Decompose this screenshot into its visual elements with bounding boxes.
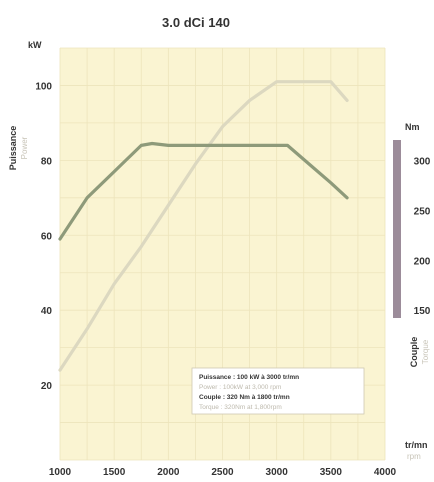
y-left-tick-label: 20 bbox=[41, 381, 53, 392]
x-tick-label: 3000 bbox=[266, 467, 289, 478]
legend-line-1: Puissance : 100 kW à 3000 tr/mn bbox=[199, 374, 299, 381]
legend-line-3: Couple : 320 Nm à 1800 tr/mn bbox=[199, 394, 290, 401]
series bbox=[58, 80, 349, 372]
x-tick-label: 2000 bbox=[157, 467, 180, 478]
x-tick-label: 3500 bbox=[320, 467, 343, 478]
y-right-tick-label: 200 bbox=[414, 256, 431, 267]
left-axis-unit: kW bbox=[28, 40, 42, 50]
left-axis-label: Puissance bbox=[8, 126, 18, 171]
right-axis-unit: Nm bbox=[405, 122, 420, 132]
right-axis-label-secondary: Torque bbox=[421, 339, 430, 364]
y-right-tick-label: 300 bbox=[414, 156, 431, 167]
legend-box bbox=[191, 367, 365, 415]
torque-series-line bbox=[58, 141, 349, 241]
y-right-tick-label: 250 bbox=[414, 206, 431, 217]
x-tick-label: 1000 bbox=[49, 467, 72, 478]
legend: Puissance : 100 kW à 3000 tr/mn Power : … bbox=[191, 367, 365, 415]
x-tick-label: 2500 bbox=[211, 467, 234, 478]
torque-axis-bar bbox=[393, 140, 401, 318]
y-left-tick-label: 100 bbox=[35, 81, 52, 92]
y-left-tick-label: 80 bbox=[41, 156, 53, 167]
legend-line-2: Power : 100kW at 3,000 rpm bbox=[199, 384, 281, 391]
x-axis-unit: tr/mn bbox=[405, 440, 428, 450]
y-left-tick-label: 60 bbox=[41, 231, 53, 242]
y-left-tick-label: 40 bbox=[41, 306, 53, 317]
right-axis-label: Couple bbox=[409, 337, 419, 368]
chart-title: 3.0 dCi 140 bbox=[162, 15, 230, 30]
x-tick-label: 4000 bbox=[374, 467, 397, 478]
legend-line-4: Torque : 320Nm at 1,800rpm bbox=[199, 404, 282, 411]
y-right-tick-label: 150 bbox=[414, 306, 431, 317]
x-tick-label: 1500 bbox=[103, 467, 126, 478]
x-axis-unit-secondary: rpm bbox=[407, 452, 421, 461]
left-axis-label-secondary: Power bbox=[20, 136, 29, 159]
tick-labels: 1000 1500 2000 2500 3000 3500 4000 20 40 60 80 100 3… bbox=[35, 81, 430, 478]
